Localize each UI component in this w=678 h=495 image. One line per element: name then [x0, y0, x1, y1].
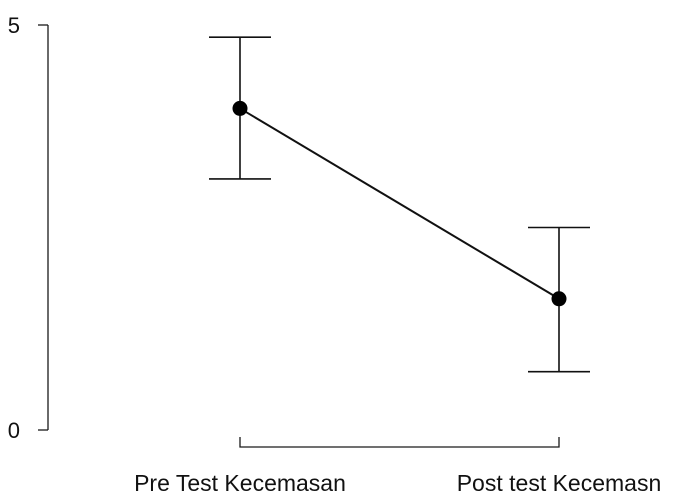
- x-axis-line: [240, 437, 559, 447]
- x-axis: Pre Test Kecemasan Post test Kecemasn: [134, 437, 661, 495]
- y-tick-label: 5: [8, 13, 20, 38]
- y-tick-label: 0: [8, 418, 20, 443]
- plot-area: [209, 37, 590, 372]
- x-tick-label: Pre Test Kecemasan: [134, 470, 346, 495]
- y-axis: 05: [8, 13, 48, 443]
- data-point: [233, 101, 248, 116]
- x-tick-label: Post test Kecemasn: [457, 470, 662, 495]
- data-point: [552, 291, 567, 306]
- series-line: [240, 108, 559, 298]
